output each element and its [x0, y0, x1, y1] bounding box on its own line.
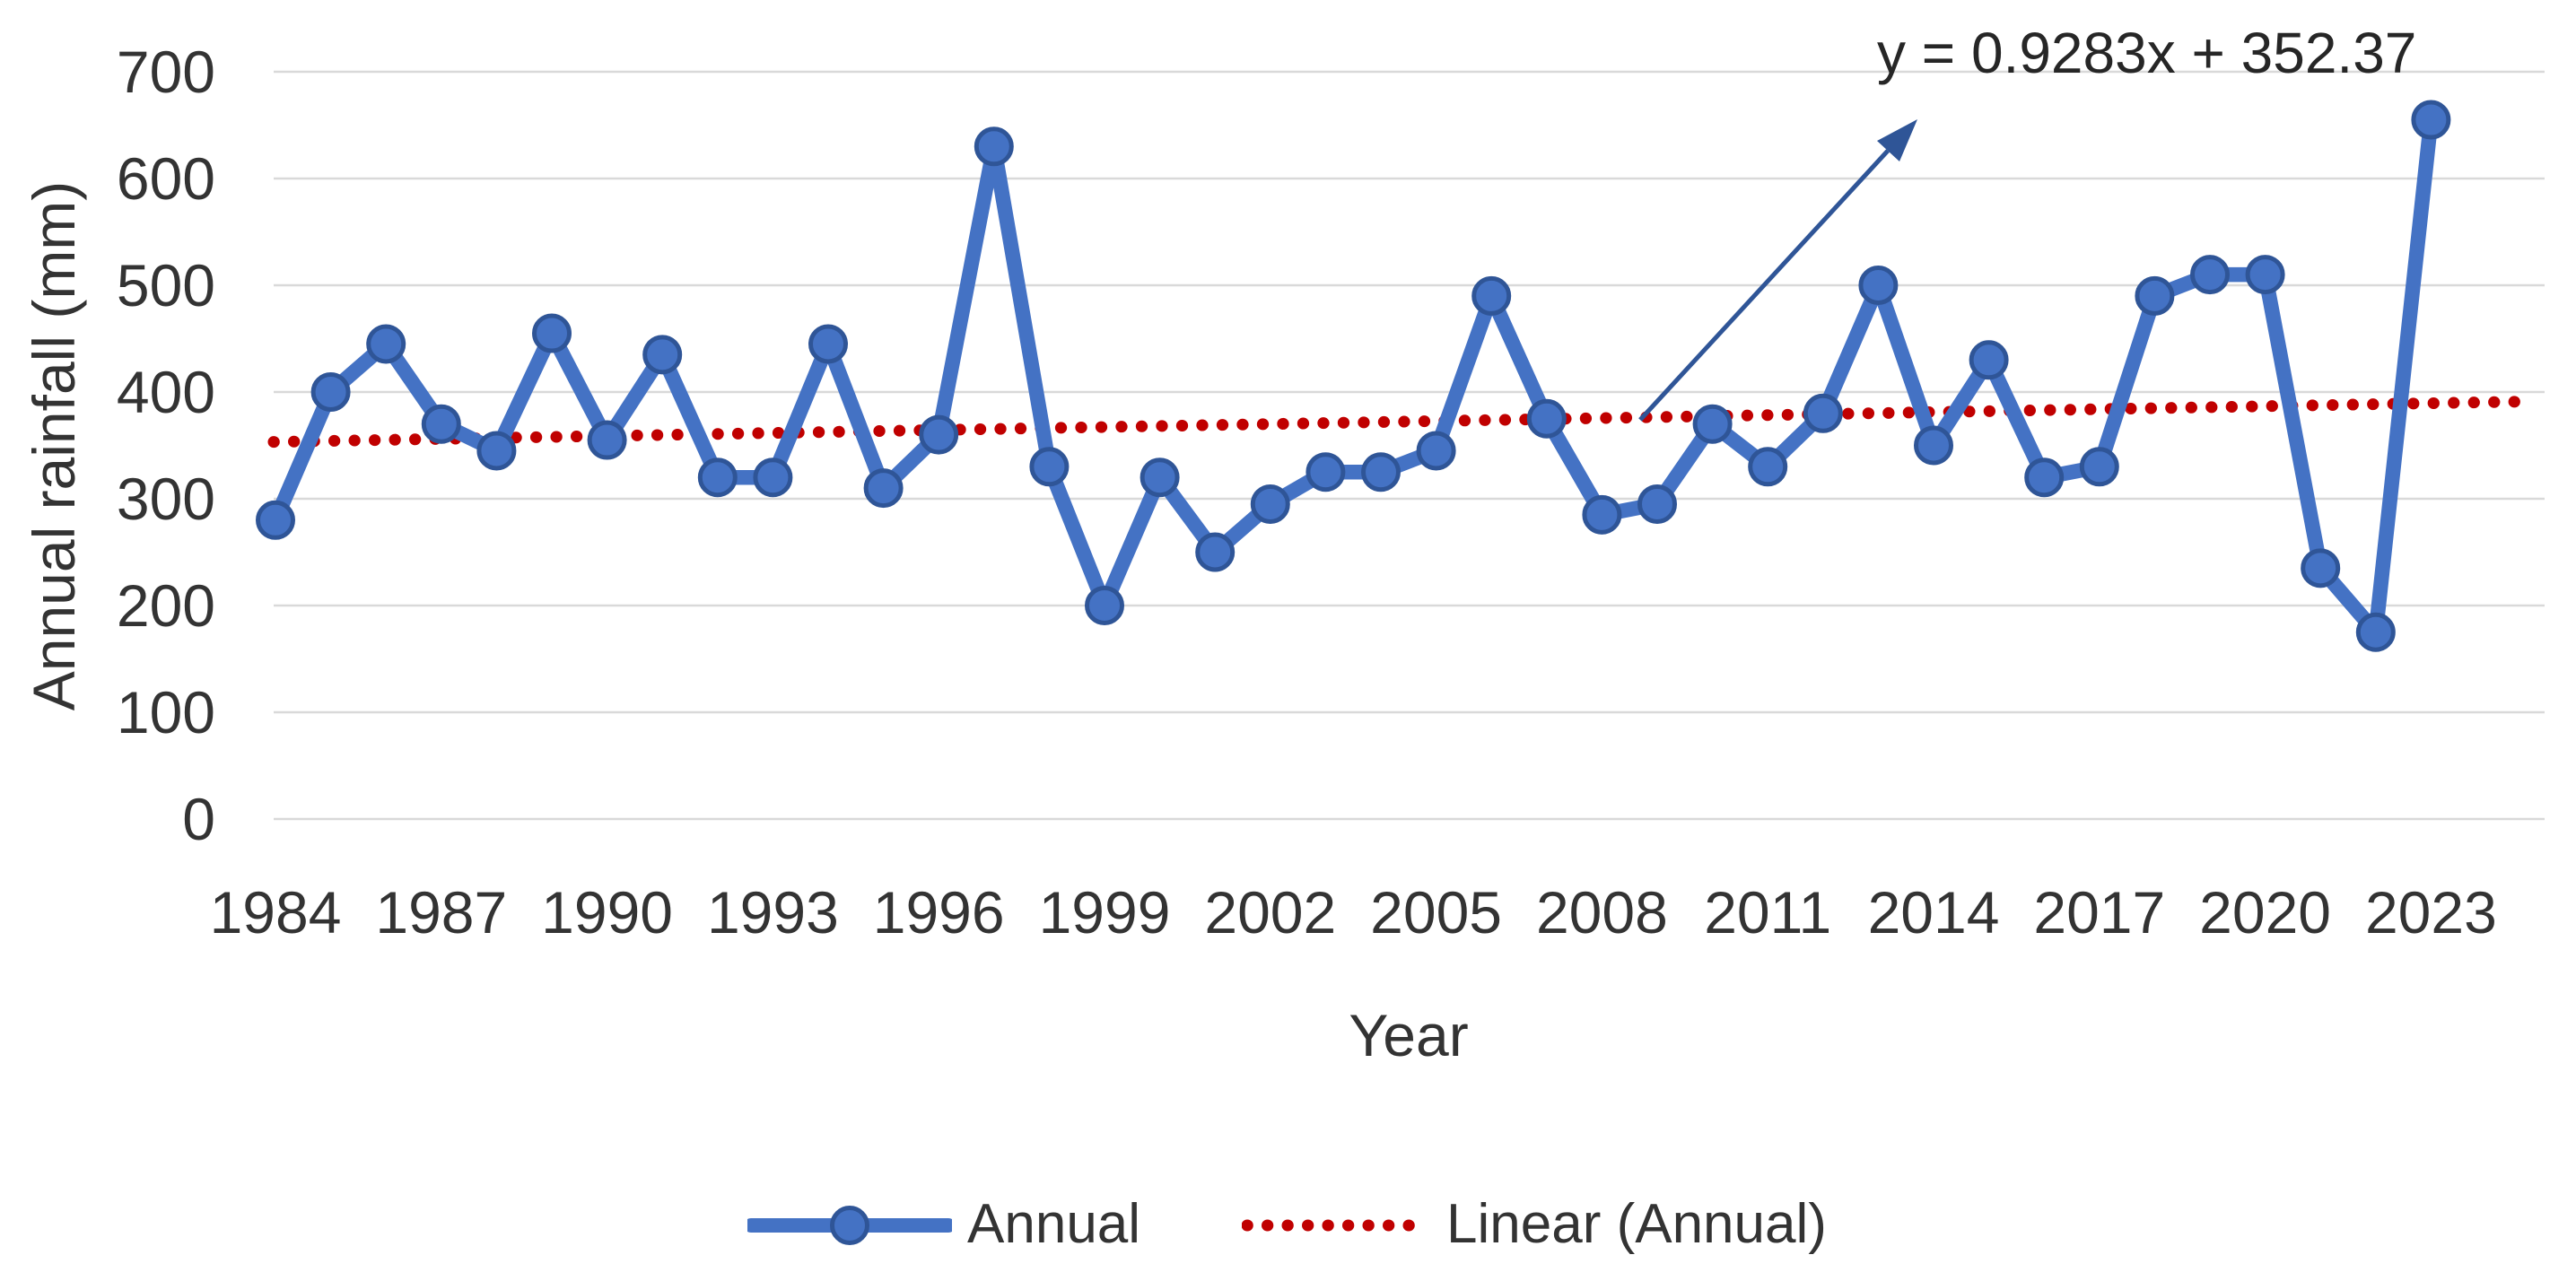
data-point-2016: [2024, 458, 2065, 498]
y-tick-label-200: 200: [116, 572, 215, 639]
data-point-1987: [421, 404, 461, 444]
x-tick-label-1987: 1987: [375, 879, 508, 946]
data-point-1998: [1029, 447, 1070, 487]
x-tick-label-2020: 2020: [2199, 879, 2331, 946]
data-point-1993: [753, 458, 793, 498]
data-point-1996: [919, 414, 959, 455]
y-tick-label-0: 0: [182, 786, 215, 852]
data-point-2017: [2079, 447, 2119, 487]
data-point-2008: [1582, 494, 1622, 535]
data-point-1997: [974, 126, 1014, 167]
data-point-2003: [1305, 452, 1346, 492]
data-point-1999: [1085, 586, 1124, 625]
data-point-1989: [532, 313, 572, 353]
y-tick-label-500: 500: [116, 252, 215, 318]
data-point-2022: [2355, 612, 2396, 652]
x-tick-label-2023: 2023: [2364, 879, 2497, 946]
data-point-1986: [366, 324, 406, 364]
data-point-2007: [1526, 398, 1567, 439]
x-tick-label-2002: 2002: [1204, 879, 1337, 946]
data-point-1984: [256, 500, 295, 540]
y-tick-label-100: 100: [116, 679, 215, 745]
legend-annual-swatch: [747, 1206, 952, 1245]
annual-series-line: [267, 112, 2439, 640]
y-tick-label-400: 400: [116, 359, 215, 425]
data-point-2018: [2135, 275, 2175, 316]
data-point-2011: [1748, 447, 1788, 487]
x-tick-label-1990: 1990: [541, 879, 673, 946]
annotation-arrow-head: [1877, 119, 1917, 161]
data-point-2004: [1361, 452, 1401, 492]
data-point-2023: [2411, 100, 2451, 140]
trendline-linear-annual: [267, 395, 2538, 449]
data-point-2000: [1140, 458, 1180, 498]
legend-linear-label: Linear (Annual): [1446, 1193, 1827, 1256]
data-point-2005: [1416, 431, 1456, 471]
annotation-arrow-line: [1638, 149, 1890, 422]
x-tick-label-1999: 1999: [1038, 879, 1171, 946]
data-point-2019: [2190, 255, 2230, 295]
data-point-2002: [1250, 484, 1290, 524]
data-point-2001: [1195, 532, 1236, 572]
x-tick-label-1984: 1984: [209, 879, 342, 946]
data-point-1991: [642, 335, 683, 375]
data-point-1992: [697, 458, 738, 498]
data-point-2012: [1803, 393, 1843, 433]
data-point-2006: [1471, 275, 1512, 316]
legend-annual-label: Annual: [967, 1193, 1141, 1256]
x-axis-title: Year: [1349, 1002, 1469, 1068]
x-tick-label-2011: 2011: [1704, 879, 1832, 946]
data-point-2020: [2245, 255, 2285, 295]
x-tick-label-1993: 1993: [706, 879, 839, 946]
data-point-1995: [863, 468, 904, 509]
data-point-2015: [1969, 340, 2009, 380]
y-tick-label-300: 300: [116, 466, 215, 532]
data-point-2010: [1692, 404, 1733, 444]
x-tick-label-1996: 1996: [872, 879, 1005, 946]
x-tick-label-2017: 2017: [2033, 879, 2166, 946]
y-tick-label-600: 600: [116, 145, 215, 212]
trendline-equation-annotation: y = 0.9283x + 352.37: [1877, 21, 2417, 85]
x-tick-label-2014: 2014: [1867, 879, 2000, 946]
data-point-2013: [1858, 266, 1899, 305]
x-tick-label-2008: 2008: [1535, 879, 1668, 946]
data-point-2021: [2301, 548, 2341, 588]
x-tick-label-2005: 2005: [1370, 879, 1502, 946]
legend-annual-marker: [830, 1206, 869, 1245]
data-point-2009: [1637, 484, 1677, 524]
data-point-1990: [587, 420, 627, 460]
data-point-2014: [1914, 425, 1953, 466]
y-tick-label-700: 700: [116, 39, 215, 105]
data-point-1994: [808, 324, 848, 364]
data-point-1985: [310, 372, 351, 412]
data-point-1988: [476, 431, 517, 471]
legend-linear-swatch: [1242, 1219, 1430, 1232]
